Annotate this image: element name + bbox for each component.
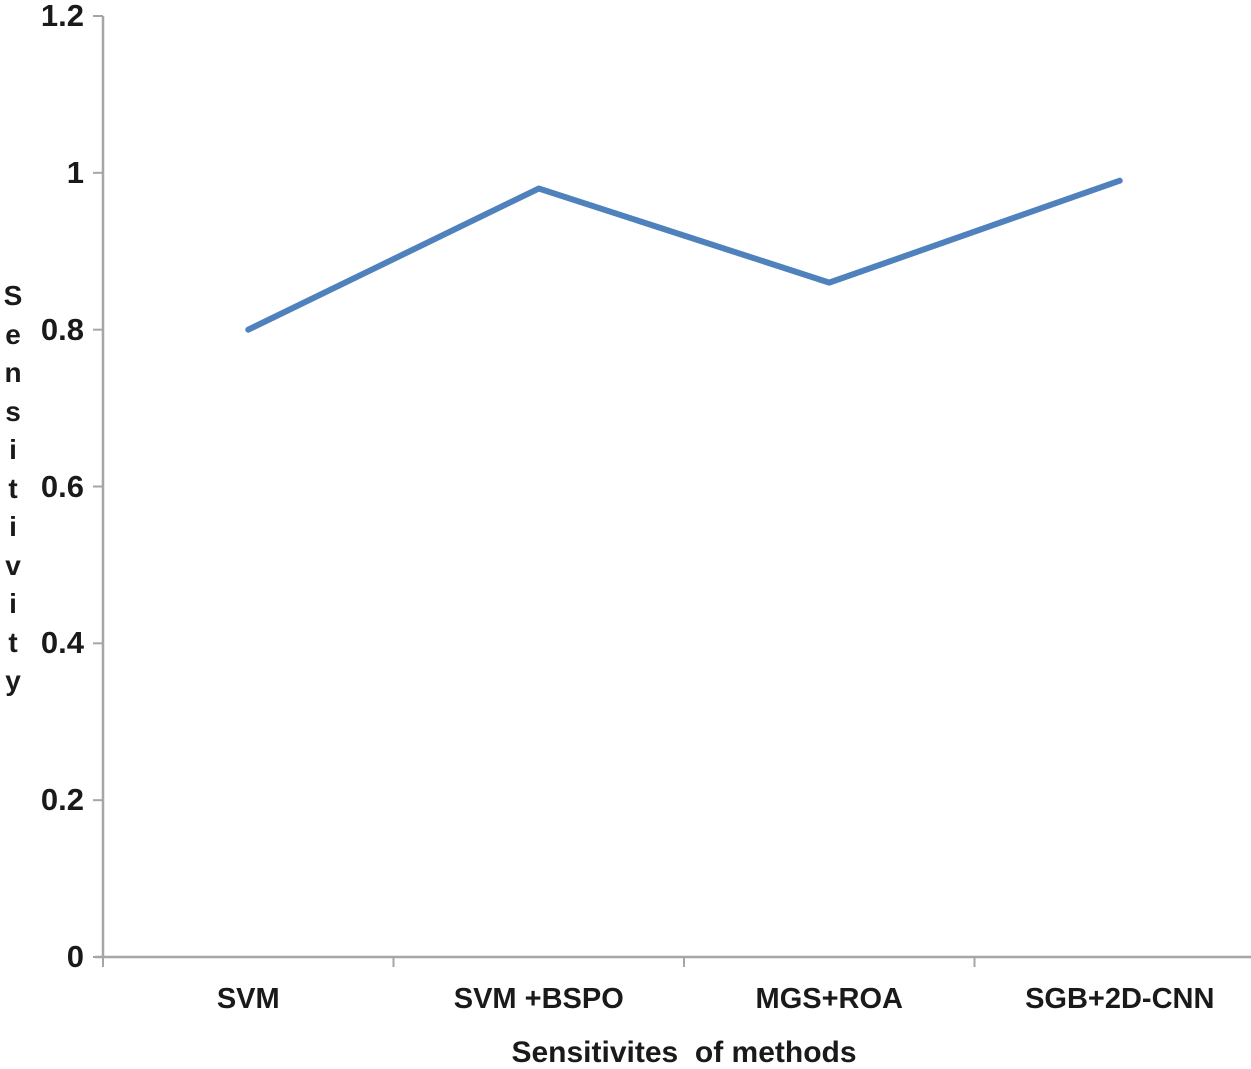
y-axis-title-letter: v — [5, 549, 21, 581]
y-axis-title-letter: y — [5, 665, 21, 696]
y-axis-title-letter: S — [3, 280, 23, 311]
y-axis-title-letter: i — [9, 434, 17, 465]
y-tick-label: 1 — [66, 154, 84, 190]
y-axis-title-letter: i — [9, 511, 17, 542]
y-axis-title-letter: t — [8, 626, 18, 658]
x-category-label: SVM — [216, 983, 280, 1015]
y-axis-title-letter: n — [4, 357, 22, 388]
y-axis-title-letter: i — [9, 588, 17, 619]
y-tick-label: 0.4 — [40, 625, 84, 661]
x-category-label: SVM +BSPO — [453, 983, 624, 1015]
y-tick-label: 0.6 — [40, 468, 84, 504]
y-axis-title-letter: s — [5, 395, 21, 427]
x-axis-title: Sensitivites of methods — [511, 1036, 857, 1069]
y-tick-label: 0.8 — [40, 311, 84, 347]
y-axis-title-letter: t — [8, 472, 18, 504]
y-tick-label: 0.2 — [40, 782, 84, 818]
x-category-label: MGS+ROA — [755, 983, 903, 1015]
x-category-label: SGB+2D-CNN — [1025, 983, 1215, 1015]
y-tick-label: 0 — [66, 939, 84, 974]
y-axis-title-letter: e — [5, 318, 21, 350]
y-tick-label: 1.2 — [40, 0, 84, 33]
sensitivity-series-line — [245, 177, 1123, 333]
